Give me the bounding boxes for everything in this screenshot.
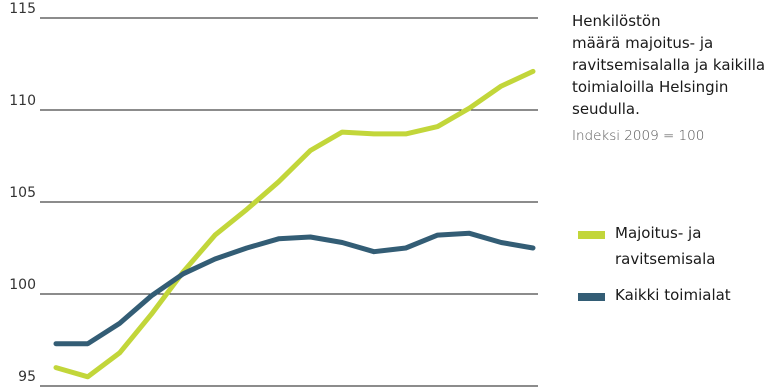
legend-label-majoitus: Majoitus- ja ravitsemisala xyxy=(615,220,735,272)
legend-item-kaikki: Kaikki toimialat xyxy=(578,282,784,308)
series-line-majoitus xyxy=(56,71,533,376)
y-tick-label: 115 xyxy=(9,1,36,17)
series-lines xyxy=(56,71,533,376)
legend-swatch-kaikki xyxy=(578,293,605,301)
y-tick-label: 95 xyxy=(18,369,36,385)
series-line-kaikki xyxy=(56,233,533,343)
y-tick-label: 100 xyxy=(9,277,36,293)
gridlines xyxy=(40,18,538,386)
chart-subtitle: Indeksi 2009 = 100 xyxy=(572,126,784,146)
y-tick-label: 110 xyxy=(9,93,36,109)
legend-swatch-majoitus xyxy=(578,231,605,239)
y-axis-ticks: 95 100 105 110 115 xyxy=(9,1,36,385)
legend-item-majoitus: Majoitus- ja ravitsemisala xyxy=(578,220,784,272)
chart-title: Henkilöstön määrä majoitus- ja ravitsemi… xyxy=(572,10,784,120)
legend: Majoitus- ja ravitsemisala Kaikki toimia… xyxy=(578,220,784,318)
legend-label-kaikki: Kaikki toimialat xyxy=(615,282,735,308)
chart-header: Henkilöstön määrä majoitus- ja ravitsemi… xyxy=(572,10,784,146)
y-tick-label: 105 xyxy=(9,185,36,201)
